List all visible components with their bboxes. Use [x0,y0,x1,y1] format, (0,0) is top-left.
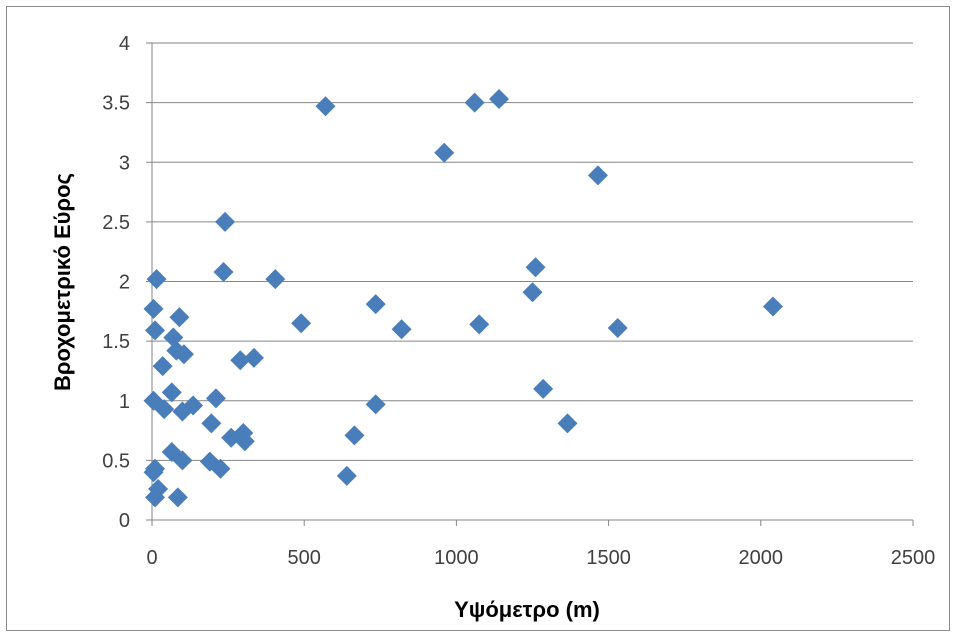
data-point [365,294,386,315]
y-tick-label: 2.5 [102,212,130,234]
data-point [243,347,264,368]
data-point [336,465,357,486]
data-point [464,92,485,113]
x-tick-label: 500 [288,547,321,569]
data-point [145,487,166,508]
data-points [143,89,783,508]
data-point [522,282,543,303]
data-point [533,378,554,399]
x-tick-label: 1000 [434,547,479,569]
data-point [557,413,578,434]
data-point [152,356,173,377]
y-tick-label: 4 [119,33,130,55]
y-tick-label: 1.5 [102,331,130,353]
data-point [169,307,190,328]
axes [146,42,914,526]
y-tick-label: 0.5 [102,450,130,472]
data-point [213,261,234,282]
x-tick-label: 0 [146,547,157,569]
y-tick-label: 1 [119,391,130,413]
y-tick-label: 3.5 [102,93,130,115]
data-point [143,298,164,319]
data-point [172,450,193,471]
tick-labels: 0 0.5 1 1.5 2 2.5 3 3.5 4 0 500 1000 1500 2000 2500 [102,33,935,569]
data-point [587,165,608,186]
data-point [230,350,251,371]
data-point [391,319,412,340]
data-point [525,257,546,278]
data-point [172,401,193,422]
data-point [315,96,336,117]
data-point [143,462,164,483]
x-tick-label: 2500 [891,547,936,569]
data-point [163,327,184,348]
data-point [434,142,455,163]
data-point [469,314,490,335]
data-point [215,211,236,232]
data-point [221,427,242,448]
data-point [234,431,255,452]
y-tick-label: 2 [119,272,130,294]
data-point [145,320,166,341]
data-point [365,394,386,415]
y-tick-label: 0 [119,510,130,532]
data-point [201,413,222,434]
y-tick-label: 3 [119,152,130,174]
data-point [265,269,286,290]
data-point [344,425,365,446]
data-point [205,388,226,409]
data-point [154,399,175,420]
data-point [762,296,783,317]
x-tick-label: 1500 [586,547,631,569]
data-point [146,269,167,290]
data-point [291,313,312,334]
data-point [489,89,510,110]
data-point [210,458,231,479]
data-point [607,318,628,339]
x-axis-title: Υψόμετρο (m) [454,597,600,622]
y-axis-title: Βροχομετρικό Εύρος [50,173,75,391]
data-point [173,344,194,365]
x-tick-label: 2000 [739,547,784,569]
data-point [161,382,182,403]
gridlines [152,42,913,461]
data-point [167,487,188,508]
